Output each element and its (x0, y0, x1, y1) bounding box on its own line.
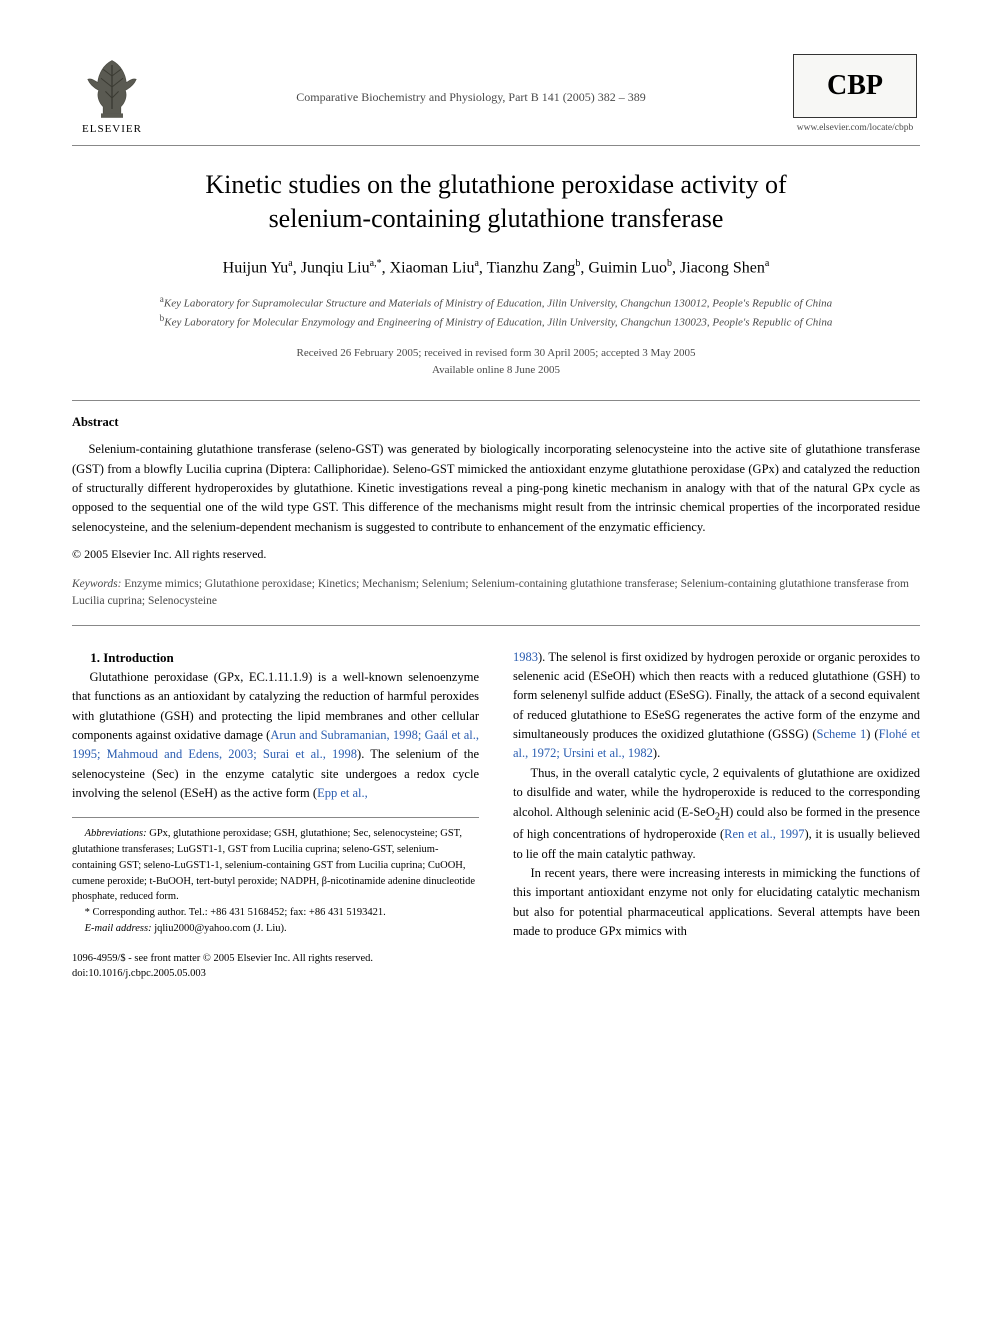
text-run: ). (653, 746, 660, 760)
abbreviations-footnote: Abbreviations: GPx, glutathione peroxida… (72, 826, 479, 905)
intro-para-2: Thus, in the overall catalytic cycle, 2 … (513, 764, 920, 864)
author-list: Huijun Yua, Junqiu Liua,*, Xiaoman Liua,… (72, 258, 920, 277)
author-affil-sup: a (765, 258, 769, 269)
journal-citation: Comparative Biochemistry and Physiology,… (152, 54, 790, 105)
page-header: ELSEVIER Comparative Biochemistry and Ph… (72, 54, 920, 135)
email-footnote: E-mail address: jqliu2000@yahoo.com (J. … (72, 921, 479, 937)
email-text: jqliu2000@yahoo.com (J. Liu). (152, 923, 287, 934)
abbrev-label: Abbreviations: (85, 828, 147, 839)
section-heading: 1. Introduction (72, 648, 479, 668)
author-affil-sup: b (667, 258, 672, 269)
keywords-text: Enzyme mimics; Glutathione peroxidase; K… (72, 578, 909, 607)
author: Jiacong Shen (680, 259, 765, 276)
affiliation-a: Key Laboratory for Supramolecular Struct… (164, 298, 832, 310)
divider (72, 400, 920, 401)
author: Junqiu Liu (301, 259, 370, 276)
article-title: Kinetic studies on the glutathione perox… (132, 168, 860, 236)
author-affil-sup: a (474, 258, 478, 269)
article-dates: Received 26 February 2005; received in r… (72, 345, 920, 378)
divider (72, 625, 920, 626)
left-column: 1. Introduction Glutathione peroxidase (… (72, 648, 479, 983)
abbrev-text: GPx, glutathione peroxidase; GSH, glutat… (72, 828, 475, 902)
text-run: ) ( (866, 727, 878, 741)
abstract-heading: Abstract (72, 415, 920, 430)
keywords: Keywords: Enzyme mimics; Glutathione per… (72, 576, 920, 611)
author: Huijun Yu (223, 259, 289, 276)
title-line-1: Kinetic studies on the glutathione perox… (205, 170, 786, 199)
corresponding-author-footnote: * Corresponding author. Tel.: +86 431 51… (72, 905, 479, 921)
right-column: 1983). The selenol is first oxidized by … (513, 648, 920, 983)
abstract-body: Selenium-containing glutathione transfer… (72, 440, 920, 537)
abstract-text-content: Selenium-containing glutathione transfer… (72, 442, 920, 534)
keywords-label: Keywords: (72, 578, 121, 590)
intro-para-1-cont: 1983). The selenol is first oxidized by … (513, 648, 920, 764)
author-affil-sup: a (288, 258, 292, 269)
citation-link[interactable]: Epp et al., (317, 786, 368, 800)
author: Guimin Luo (588, 259, 667, 276)
body-columns: 1. Introduction Glutathione peroxidase (… (72, 648, 920, 983)
footnotes: Abbreviations: GPx, glutathione peroxida… (72, 817, 479, 936)
author: Xiaoman Liu (390, 259, 475, 276)
divider (72, 145, 920, 146)
citation-link[interactable]: Ren et al., 1997 (724, 827, 804, 841)
journal-logo-box: CBP www.elsevier.com/locate/cbpb (790, 54, 920, 133)
dates-line: Received 26 February 2005; received in r… (297, 347, 696, 359)
intro-para-3: In recent years, there were increasing i… (513, 864, 920, 942)
affiliation-b: Key Laboratory for Molecular Enzymology … (164, 317, 832, 329)
citation-link[interactable]: 1983 (513, 650, 538, 664)
elsevier-tree-icon (79, 54, 145, 120)
doi-block: 1096-4959/$ - see front matter © 2005 El… (72, 951, 479, 983)
doi-line: doi:10.1016/j.cbpc.2005.05.003 (72, 968, 206, 979)
author-affil-sup: a,* (370, 258, 382, 269)
publisher-name: ELSEVIER (82, 123, 142, 135)
publisher-logo: ELSEVIER (72, 54, 152, 135)
affiliations: aKey Laboratory for Supramolecular Struc… (132, 293, 860, 331)
dates-line: Available online 8 June 2005 (432, 364, 560, 376)
copyright-line: © 2005 Elsevier Inc. All rights reserved… (72, 547, 920, 562)
author-affil-sup: b (575, 258, 580, 269)
front-matter-line: 1096-4959/$ - see front matter © 2005 El… (72, 953, 373, 964)
email-label: E-mail address: (85, 923, 152, 934)
title-line-2: selenium-containing glutathione transfer… (269, 204, 724, 233)
scheme-link[interactable]: Scheme 1 (817, 727, 867, 741)
journal-url: www.elsevier.com/locate/cbpb (797, 123, 914, 133)
cbp-label: CBP (793, 54, 917, 118)
intro-para-1: Glutathione peroxidase (GPx, EC.1.11.1.9… (72, 668, 479, 804)
author: Tianzhu Zang (487, 259, 576, 276)
